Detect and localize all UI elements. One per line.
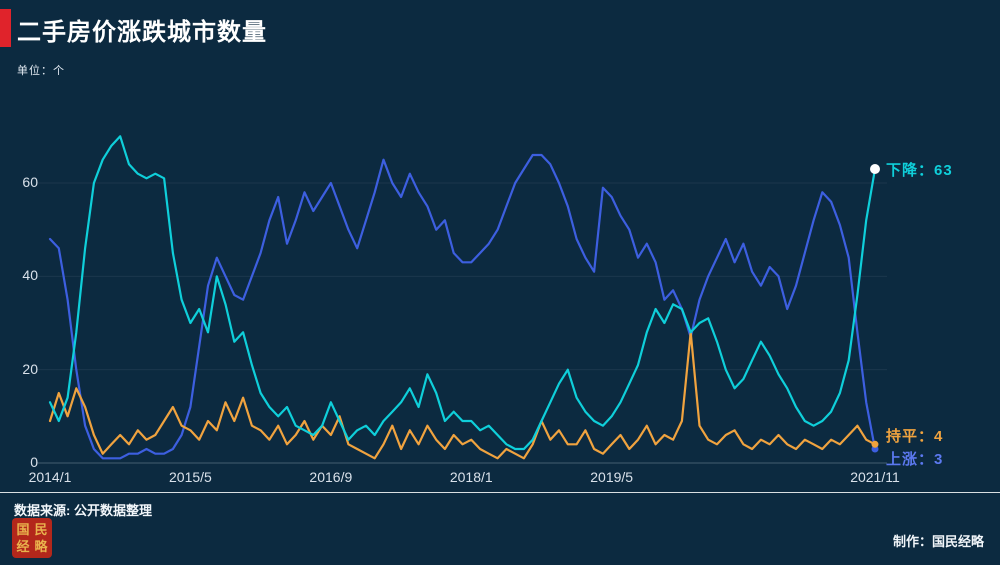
publisher-seal-logo: 国 民 经 略 [12,518,52,558]
series-line-falling [48,135,877,451]
seal-char: 民 [34,522,48,538]
seal-char: 经 [16,539,30,555]
footer-divider [0,492,1000,493]
series-end-dot-flat [871,440,879,448]
data-source-note: 数据来源: 公开数据整理 [14,503,152,518]
page-title: 二手房价涨跌城市数量 [17,19,267,46]
series-end-dot-falling [870,164,880,174]
seal-char: 略 [34,539,48,555]
credit-note: 制作：国民经略 [892,534,984,549]
unit-label: 单位：个 [17,65,65,77]
series-line-rising [48,153,877,460]
series-line-flat [48,331,877,460]
seal-char: 国 [16,522,30,538]
title-accent-bar [0,9,11,47]
